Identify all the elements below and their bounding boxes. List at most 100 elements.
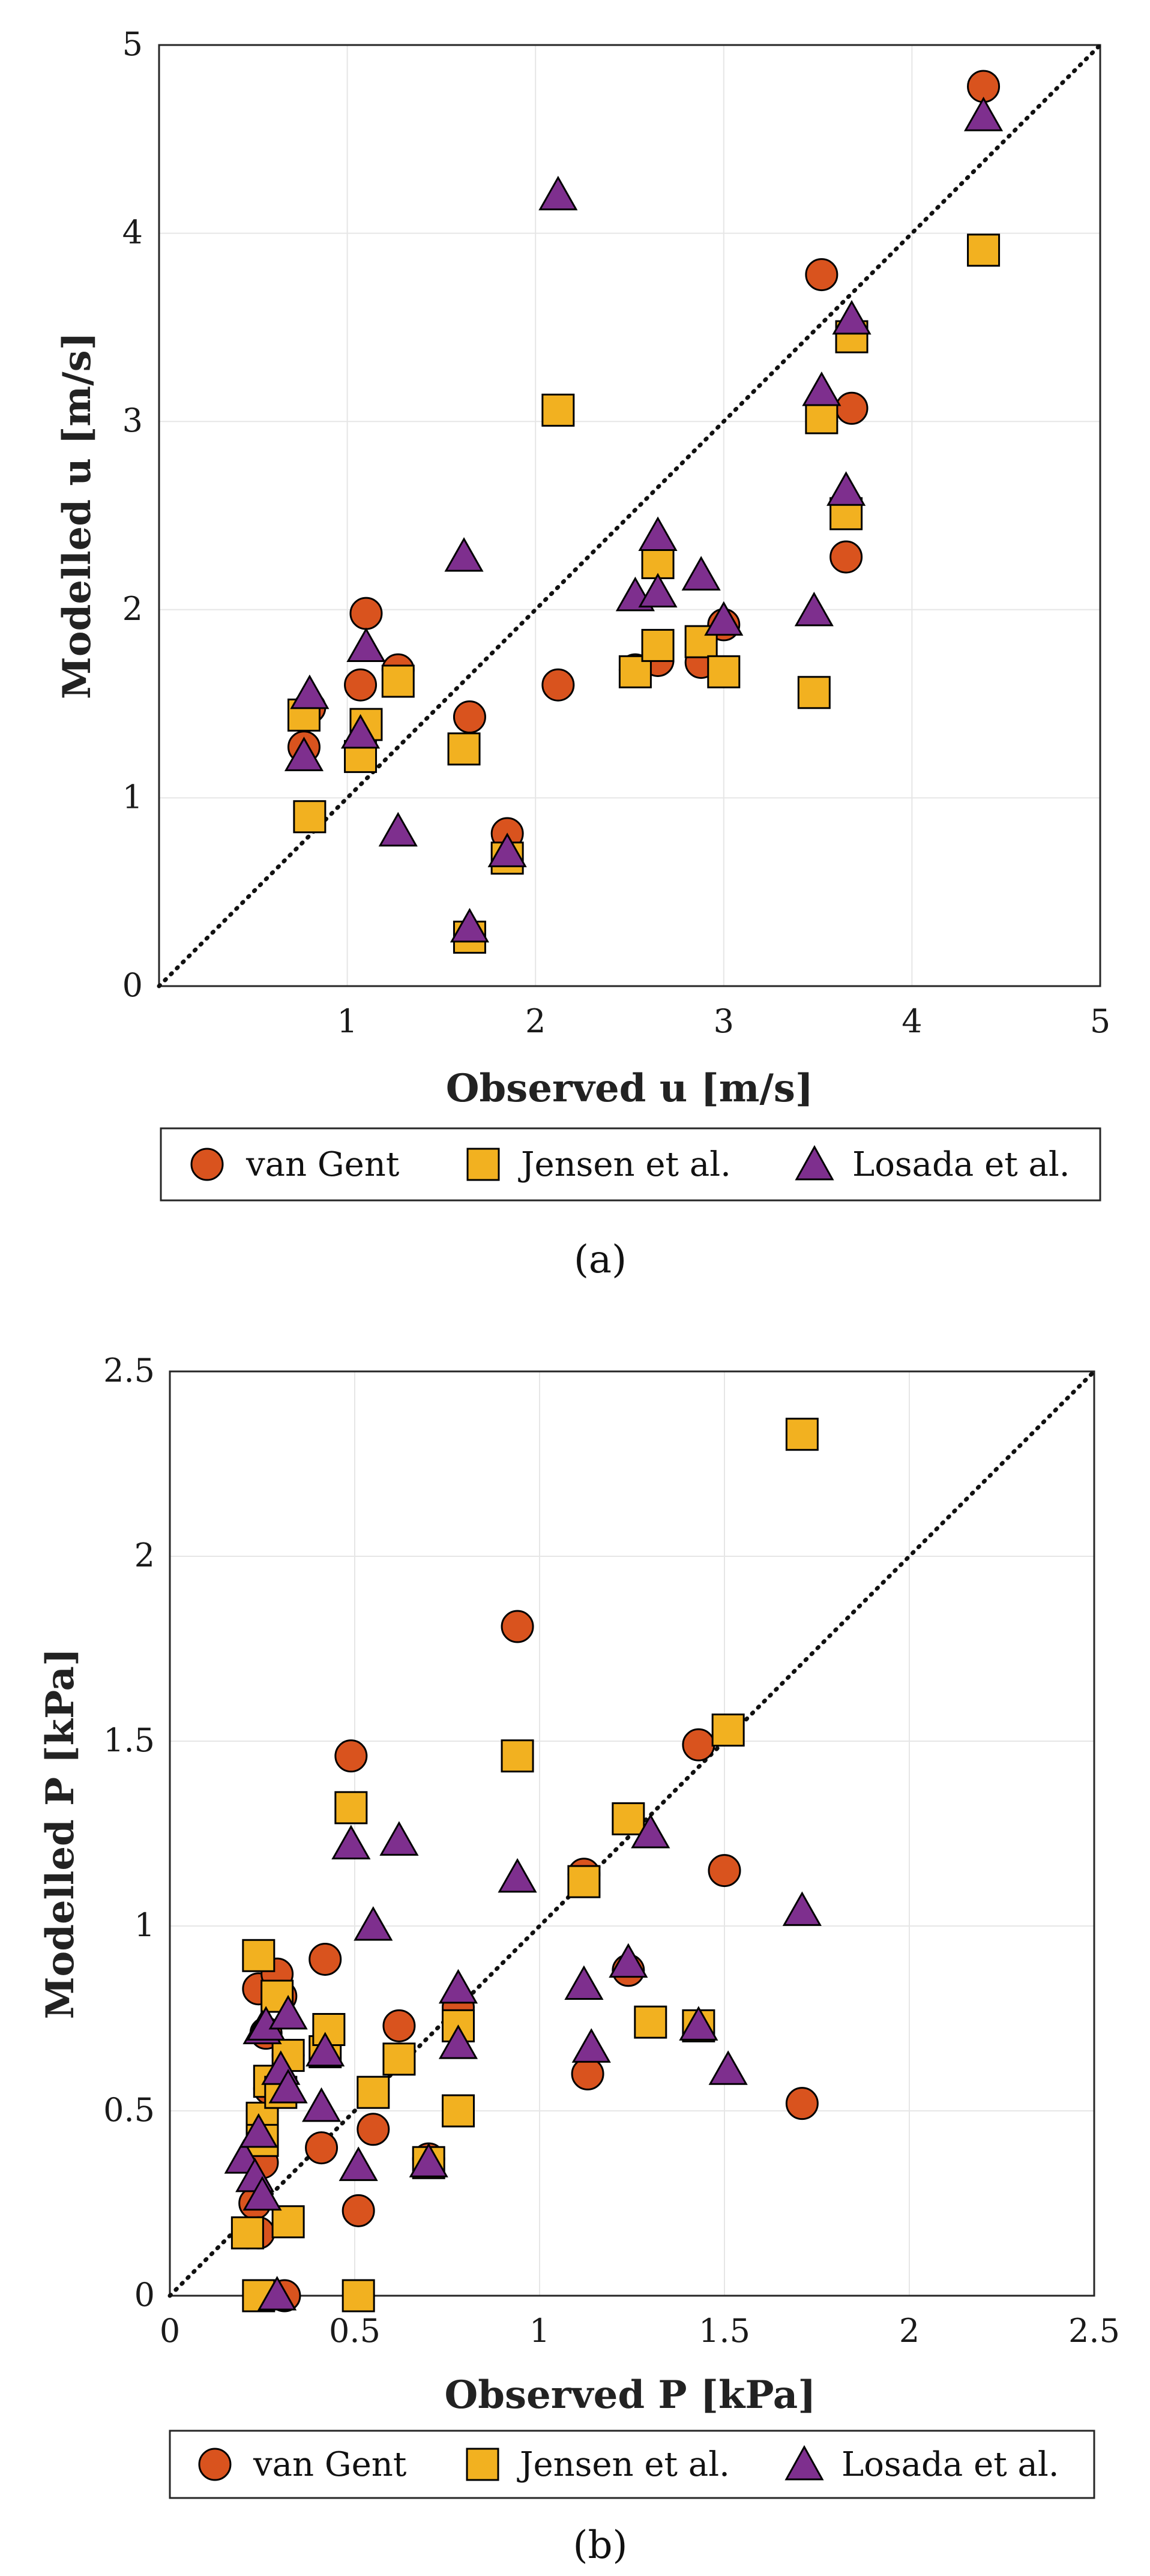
data-point-triangle [832,299,872,335]
data-point-circle [785,2087,819,2120]
data-point-triangle [704,601,744,636]
panel-a-marks [284,70,1004,954]
panel-b-x-tick-label: 0.5 [329,2312,381,2350]
panel-b-y-tick-label: 1.5 [103,1721,155,1759]
panel-b-marks [224,1418,822,2313]
panel-a-x-tick-label: 4 [902,1002,922,1040]
panel-a-y-tick-label: 0 [122,966,143,1004]
data-point-square [785,1418,819,1451]
legend-label-jensen: Jensen et al. [517,2445,730,2484]
panel-a-legend: van Gent Jensen et al. Losada et al. [160,1127,1101,1202]
legend-label-jensen: Jensen et al. [518,1145,731,1184]
panel-a-x-ticks: 1 2 3 4 5 [337,1002,1110,1040]
data-point-triangle [268,2068,308,2104]
data-point-circle [357,2113,390,2146]
data-point-circle [682,1728,715,1762]
data-point-triangle [782,1891,822,1926]
data-point-circle [541,668,575,702]
data-point-triangle [340,714,381,749]
data-point-circle [305,2131,339,2165]
legend-marker-van-gent [198,2448,232,2481]
data-point-square [805,401,838,435]
panel-a-y-tick-label: 2 [122,590,143,628]
data-point-circle [571,2057,604,2090]
panel-b-y-ticks: 0 0.5 1 1.5 2 2.5 [103,1352,155,2314]
panel-a-plot-frame [158,44,1101,987]
panel-b-x-ticks: 0 0.5 1 1.5 2 2.5 [160,2312,1120,2350]
panel-b-legend-box [169,2430,1095,2499]
panel-a-legend-box [160,1127,1101,1202]
panel-a-y-axis-title: Modelled u [m/s] [55,332,100,699]
data-point-triangle [794,591,834,627]
data-point-triangle [450,907,490,943]
data-point-triangle [354,1906,393,1941]
data-point-square [501,1739,534,1773]
data-point-triangle [498,1858,537,1893]
data-point-triangle [242,2176,282,2211]
panel-a-x-tick-label: 3 [714,1002,734,1040]
panel-a-gridlines [159,45,1100,986]
data-point-triangle [708,2050,748,2085]
panel-b-caption: (b) [573,2523,628,2568]
panel-a-y-ticks: 0 1 2 3 4 5 [122,25,143,1004]
data-point-triangle [638,516,678,551]
data-point-triangle [301,2087,342,2122]
panel-a-y-tick-label: 1 [122,778,143,816]
data-point-square [641,628,675,662]
data-point-square [612,1802,645,1835]
data-point-square [634,2005,667,2039]
panel-a-x-tick-label: 5 [1090,1002,1110,1040]
data-point-triangle [681,556,721,591]
panel-a-reference-line [157,43,1103,989]
panel-b-x-tick-label: 0 [160,2312,180,2350]
data-point-triangle [609,1943,648,1978]
panel-a: 1 2 3 4 5 0 1 2 3 4 5 Observed u [m/s] M… [55,25,1110,1282]
panel-b-x-tick-label: 1 [529,2312,550,2350]
data-point-triangle [379,1821,419,1856]
legend-marker-losada [795,1145,834,1181]
panel-b-x-tick-label: 2 [899,2312,920,2350]
panel-b-x-axis-title: Observed P [kPa] [444,2373,816,2418]
data-point-triangle [284,736,324,771]
data-point-triangle [339,2146,378,2181]
data-point-square [381,664,415,698]
panel-b-y-tick-label: 0.5 [103,2091,155,2129]
data-point-square [541,393,575,427]
data-point-triangle [571,2028,611,2063]
legend-marker-jensen [466,2448,499,2481]
data-point-circle [344,668,378,702]
legend-label-losada: Losada et al. [841,2445,1059,2484]
data-point-circle [334,1739,368,1773]
panel-b-y-tick-label: 2.5 [103,1352,155,1389]
data-point-circle [349,597,383,630]
data-point-square [271,2205,305,2239]
data-point-square [707,655,741,688]
data-point-triangle [306,2032,345,2066]
panel-b-y-tick-label: 2 [134,1536,155,1574]
panel-b-y-axis-title: Modelled P [kPa] [38,1648,83,2020]
data-point-square [711,1714,745,1747]
panel-a-x-axis-title: Observed u [m/s] [446,1066,813,1111]
legend-marker-jensen [466,1148,500,1181]
data-point-triangle [538,175,578,211]
legend-label-van-gent: van Gent [253,2445,407,2484]
data-point-triangle [257,2275,297,2311]
panel-a-y-tick-label: 3 [122,402,143,439]
legend-marker-van-gent [190,1148,224,1181]
data-point-square [242,1939,275,1972]
data-point-triangle [331,1825,371,1859]
panel-a-x-tick-label: 1 [337,1002,357,1040]
data-point-circle [309,1942,342,1976]
data-point-triangle [487,832,527,867]
panel-a-y-tick-label: 5 [122,25,143,63]
data-point-square [441,2094,475,2128]
panel-b-x-tick-label: 2.5 [1068,2312,1120,2350]
data-point-triangle [239,2113,278,2148]
panel-b-x-tick-label: 1.5 [699,2312,750,2350]
data-point-triangle [826,471,866,506]
data-point-square [230,2216,264,2249]
data-point-circle [835,391,869,425]
data-point-circle [501,1610,534,1643]
data-point-triangle [444,537,484,572]
